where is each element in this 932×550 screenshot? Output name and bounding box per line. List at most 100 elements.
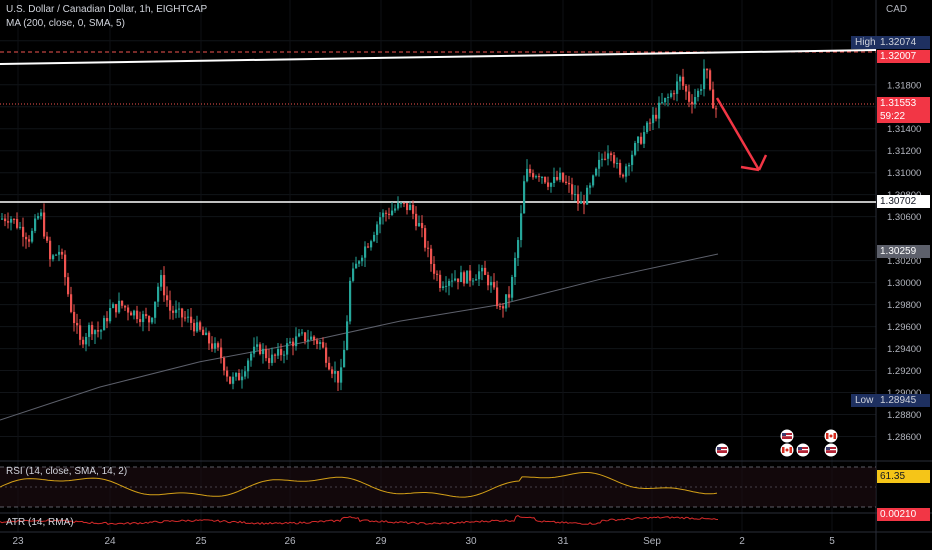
candle-body	[10, 218, 13, 223]
price-tick-label: 1.28800	[887, 410, 921, 421]
atr-line	[0, 515, 719, 525]
candle-body	[184, 317, 187, 319]
candle-body	[505, 294, 508, 309]
candle-body	[22, 226, 25, 237]
candle-body	[598, 159, 601, 169]
candle-body	[250, 353, 253, 361]
candle-body	[301, 332, 304, 334]
price-tick-label: 1.31800	[887, 80, 921, 91]
candle-body	[331, 369, 334, 374]
candle-body	[658, 102, 661, 119]
candle-body	[121, 300, 124, 306]
candle-body	[13, 218, 16, 220]
candle-body	[196, 322, 199, 332]
candle-body	[661, 102, 664, 104]
candle-body	[376, 224, 379, 235]
candle-body	[553, 177, 556, 184]
moving-average-line	[0, 253, 719, 421]
candle-body	[319, 342, 322, 344]
candle-body	[16, 218, 19, 228]
candle-body	[232, 376, 235, 384]
candle-body	[682, 76, 685, 86]
candle-body	[448, 280, 451, 286]
candle-body	[346, 321, 349, 350]
candle-body	[82, 339, 85, 345]
candle-body	[583, 201, 586, 205]
bar-countdown: 59:22	[880, 111, 906, 122]
candle-body	[40, 212, 43, 217]
candle-body	[202, 329, 205, 336]
candle-body	[502, 306, 505, 309]
candle-body	[268, 358, 271, 363]
candle-body	[691, 101, 694, 105]
candle-body	[529, 168, 532, 174]
candle-body	[526, 168, 529, 182]
candle-body	[625, 166, 628, 177]
candle-body	[541, 177, 544, 179]
candle-body	[565, 181, 568, 183]
price-tick-label: 1.30200	[887, 256, 921, 267]
candle-body	[124, 305, 127, 308]
candle-body	[187, 316, 190, 318]
candle-body	[289, 341, 292, 344]
candle-body	[316, 340, 319, 344]
candle-body	[241, 376, 244, 381]
candle-body	[601, 158, 604, 160]
ma-legend[interactable]: MA (200, close, 0, SMA, 5)	[6, 18, 125, 29]
candle-body	[145, 314, 148, 317]
candle-body	[403, 202, 406, 204]
us-flag-icon	[824, 443, 838, 457]
candle-body	[337, 371, 340, 383]
event-flags[interactable]	[715, 429, 838, 457]
candle-body	[664, 97, 667, 103]
candle-body	[433, 263, 436, 274]
candle-body	[94, 330, 97, 335]
candle-body	[214, 343, 217, 349]
candle-body	[112, 304, 115, 308]
candle-body	[28, 239, 31, 242]
candle-body	[313, 336, 316, 341]
candle-body	[4, 218, 7, 222]
candle-body	[670, 93, 673, 97]
candle-body	[97, 330, 100, 332]
candle-body	[148, 316, 151, 323]
candle-body	[55, 254, 58, 256]
candle-body	[361, 257, 364, 262]
candle-body	[220, 347, 223, 358]
candle-body	[340, 367, 343, 383]
time-axis[interactable]: 23 24 25 26 29 30 31 Sep 2 5	[12, 536, 835, 547]
candle-body	[76, 323, 79, 326]
candle-body	[238, 372, 241, 381]
candle-body	[1, 218, 4, 220]
candle-body	[358, 261, 361, 264]
candle-body	[439, 274, 442, 289]
symbol-title[interactable]: U.S. Dollar / Canadian Dollar, 1h, EIGHT…	[6, 4, 208, 15]
rsi-line	[0, 472, 718, 498]
time-tick-label: 29	[375, 536, 387, 547]
candle-body	[343, 349, 346, 368]
candle-body	[274, 354, 277, 356]
down-arrow-drawing[interactable]	[715, 97, 768, 172]
rsi-pane	[0, 466, 876, 508]
candle-body	[235, 372, 238, 377]
candle-body	[37, 216, 40, 219]
candle-body	[46, 236, 49, 241]
candle-body	[628, 164, 631, 167]
chart-grid	[0, 0, 876, 532]
candle-body	[133, 310, 136, 316]
atr-legend[interactable]: ATR (14, RMA)	[6, 517, 74, 528]
candle-body	[226, 370, 229, 377]
candle-body	[349, 280, 352, 322]
candle-body	[379, 217, 382, 225]
candle-body	[673, 93, 676, 95]
candle-body	[652, 114, 655, 124]
candle-body	[280, 349, 283, 356]
rsi-legend[interactable]: RSI (14, close, SMA, 14, 2)	[6, 466, 128, 477]
trend-line[interactable]	[0, 49, 877, 65]
candle-body	[472, 280, 475, 282]
candle-body	[34, 218, 37, 231]
candle-body	[130, 312, 133, 316]
candle-body	[517, 240, 520, 258]
time-tick-label: 25	[195, 536, 207, 547]
